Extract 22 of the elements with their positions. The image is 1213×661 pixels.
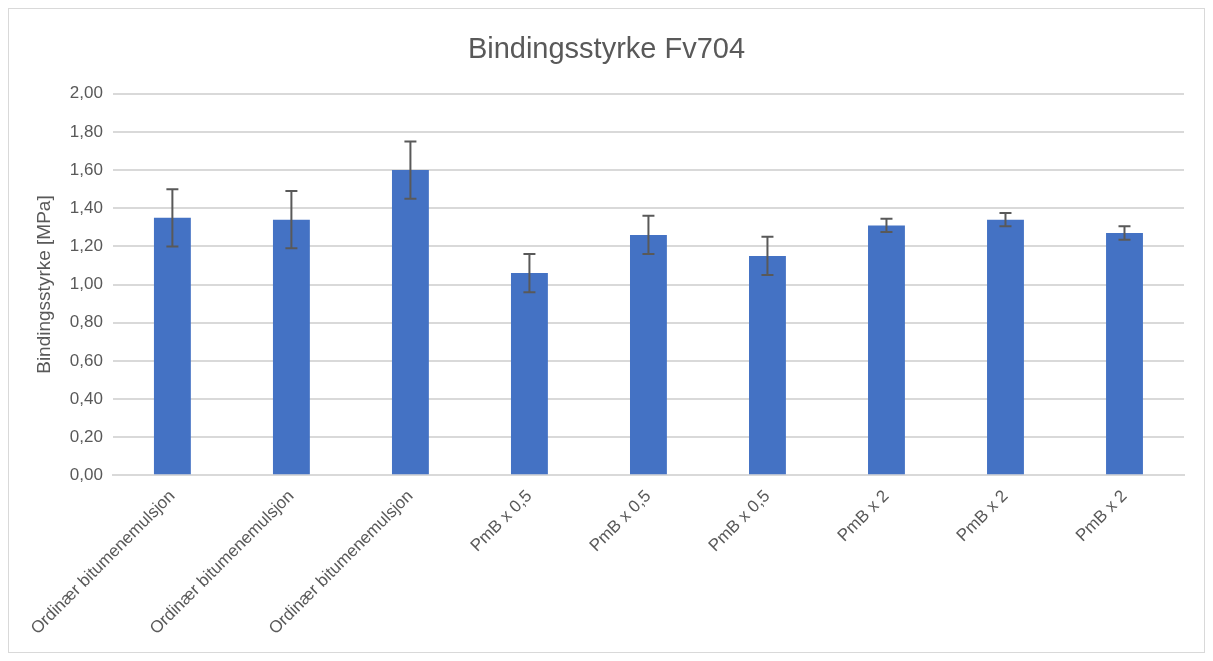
y-tick-label: 1,20 (69, 236, 103, 256)
bar (987, 219, 1024, 475)
y-tick-label: 1,80 (69, 121, 103, 141)
y-tick-label: 1,40 (69, 197, 103, 217)
bar (868, 225, 905, 475)
y-tick-label: 0,20 (69, 426, 103, 446)
bar (1106, 233, 1143, 475)
bar (630, 234, 667, 475)
y-tick-label: 0,00 (69, 464, 103, 484)
bar (153, 217, 191, 475)
chart-title: Bindingsstyrke Fv704 (467, 32, 746, 65)
y-tick-label: 0,80 (69, 312, 103, 332)
y-tick-label: 1,60 (69, 159, 103, 179)
y-tick-label: 2,00 (69, 83, 103, 103)
y-tick-label: 0,60 (69, 350, 103, 370)
y-tick-label: 0,40 (69, 388, 103, 408)
bar (510, 273, 548, 475)
bar (391, 170, 429, 475)
y-tick-label: 1,00 (69, 274, 103, 294)
bar (272, 219, 310, 475)
y-axis-title: Bindingsstyrke [MPa] (32, 195, 54, 374)
bar (749, 255, 786, 475)
